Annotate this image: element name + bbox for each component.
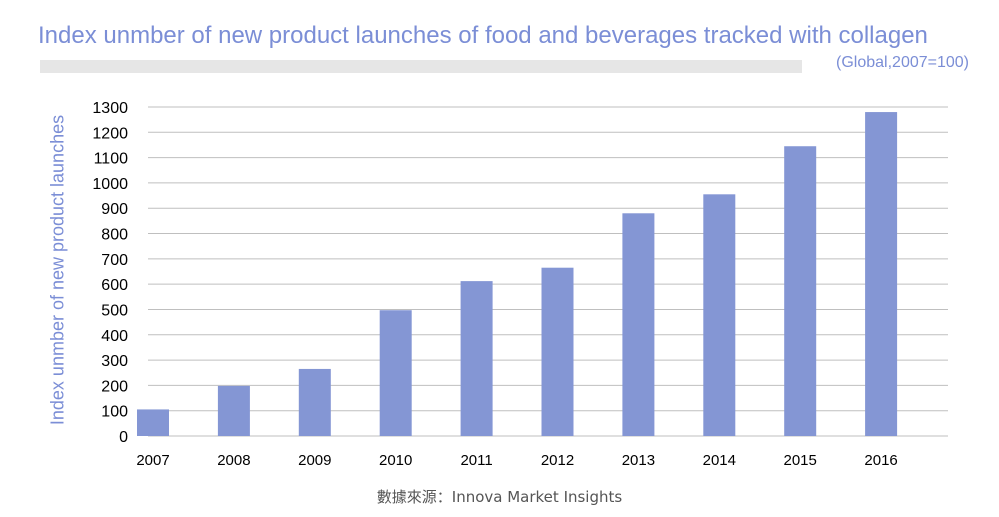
y-tick-labels: 0 100 200 300 400 500 600 700 800 900 1000 1100 1200…	[92, 100, 128, 446]
y-tick-label: 500	[101, 302, 128, 319]
bar-2015	[784, 146, 817, 436]
x-tick-label: 2016	[864, 452, 897, 469]
bar-2016	[865, 112, 898, 437]
chart-title: Index unmber of new product launches of …	[38, 22, 928, 49]
y-tick-label: 900	[101, 201, 128, 218]
y-tick-label: 400	[101, 328, 128, 345]
x-tick-label: 2009	[298, 452, 331, 469]
x-tick-label: 2012	[541, 452, 574, 469]
x-tick-label: 2015	[784, 452, 817, 469]
bar-2009	[298, 368, 331, 436]
x-tick-label: 2008	[217, 452, 250, 469]
bar-2013	[622, 213, 655, 436]
bar-2011	[460, 281, 493, 436]
source-text: 數據來源：Innova Market Insights	[376, 488, 623, 506]
y-tick-label: 200	[101, 378, 128, 395]
y-tick-label: 1000	[92, 176, 128, 193]
y-tick-label: 700	[101, 252, 128, 269]
bar-2007	[137, 409, 169, 436]
x-tick-label: 2013	[622, 452, 655, 469]
source-note: 數據來源：Innova Market Insights	[0, 486, 999, 507]
y-tick-label: 300	[101, 353, 128, 370]
bar-2012	[541, 267, 574, 436]
y-tick-label: 100	[101, 404, 128, 421]
bars	[137, 112, 898, 437]
y-tick-label: 800	[101, 227, 128, 244]
y-tick-label: 1200	[92, 125, 128, 142]
x-tick-label: 2011	[460, 452, 492, 469]
y-tick-label: 0	[119, 429, 128, 446]
x-tick-label: 2007	[136, 452, 169, 469]
bar-2014	[703, 194, 736, 436]
y-tick-label: 600	[101, 277, 128, 294]
title-rule	[40, 60, 802, 73]
chart-subtitle: (Global,2007=100)	[836, 54, 969, 71]
y-axis-label: Index unmber of new product launches	[47, 114, 68, 426]
x-tick-label: 2014	[703, 452, 736, 469]
bar-2008	[217, 385, 250, 436]
x-tick-labels: 2007 2008 2009 2010 2011 2012 2013 2014 2015 2016	[136, 452, 897, 469]
y-tick-label: 1100	[94, 151, 129, 168]
y-tick-label: 1300	[92, 100, 128, 117]
bar-2010	[379, 310, 412, 436]
x-tick-label: 2010	[379, 452, 412, 469]
